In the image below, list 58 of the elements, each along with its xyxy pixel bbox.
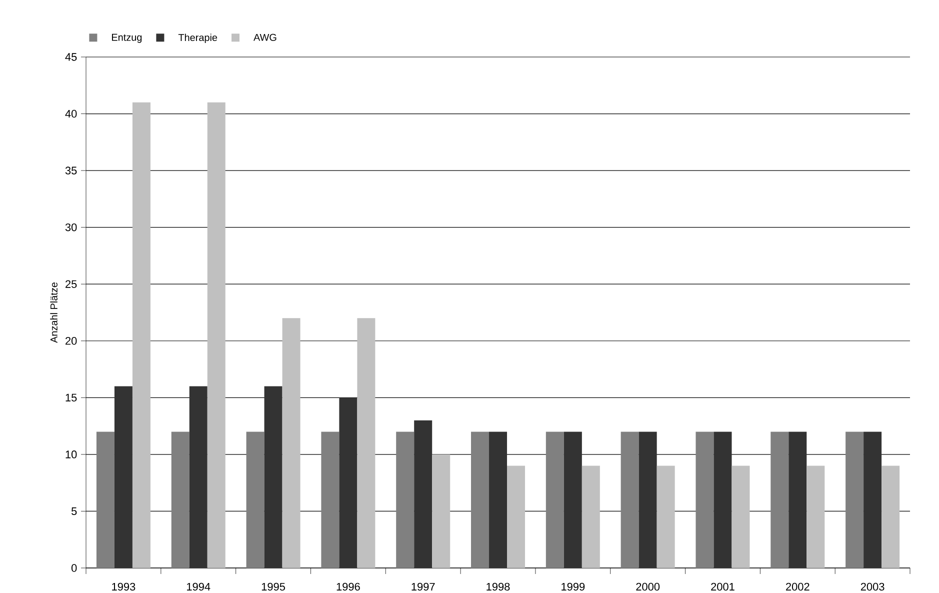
y-tick-label: 40	[65, 110, 77, 118]
x-tick-label: 1993	[112, 582, 136, 591]
bar	[882, 466, 900, 568]
y-tick-label: 35	[65, 166, 77, 174]
bar	[864, 432, 882, 568]
y-tick-label: 10	[66, 450, 77, 458]
bar	[788, 432, 807, 568]
bar	[339, 398, 358, 568]
y-tick-label: 30	[65, 223, 77, 232]
x-tick-label: 1999	[562, 582, 585, 591]
bar	[264, 386, 282, 568]
bar	[546, 432, 564, 568]
bar	[432, 454, 450, 568]
x-tick-label: 1995	[262, 582, 285, 591]
x-tick-label: 2003	[860, 582, 884, 591]
x-tick-label: 2001	[711, 582, 734, 591]
y-tick-label: 25	[66, 280, 77, 288]
bar	[321, 432, 340, 568]
bar	[846, 432, 864, 568]
y-tick-label: 5	[72, 507, 77, 516]
legend-label: AWG	[254, 34, 276, 41]
bar	[732, 466, 750, 568]
bar	[96, 432, 114, 568]
bar	[132, 102, 150, 568]
bar	[507, 466, 526, 568]
bar	[656, 466, 675, 568]
x-tick-label: 2000	[636, 582, 660, 591]
x-tick-label: 2002	[786, 582, 810, 591]
x-tick-label: 1998	[486, 582, 510, 591]
y-axis-title: Anzahl Plätze	[50, 282, 58, 343]
bar	[696, 432, 714, 568]
bar	[189, 386, 208, 568]
bar	[246, 432, 264, 568]
bar	[282, 318, 300, 568]
bar	[489, 432, 508, 568]
legend-label: Entzug	[112, 34, 142, 43]
x-tick-label: 1997	[412, 582, 435, 591]
bar	[638, 432, 657, 568]
y-tick-label: 15	[66, 394, 77, 402]
bar	[207, 102, 226, 568]
bar	[564, 432, 582, 568]
y-tick-label: 45	[65, 53, 77, 61]
legend-label: Therapie	[178, 34, 218, 43]
y-tick-label: 0	[71, 564, 77, 572]
x-tick-label: 1994	[187, 582, 210, 591]
bar	[357, 318, 376, 568]
bar	[396, 432, 414, 568]
bar	[582, 466, 600, 568]
x-tick-label: 1996	[336, 582, 360, 591]
y-tick-label: 20	[66, 337, 77, 345]
bar	[620, 432, 639, 568]
bar	[770, 432, 789, 568]
bar	[171, 432, 190, 568]
bar	[714, 432, 732, 568]
bar	[471, 432, 490, 568]
bar	[414, 420, 432, 568]
bar	[806, 466, 825, 568]
bar	[114, 386, 132, 568]
